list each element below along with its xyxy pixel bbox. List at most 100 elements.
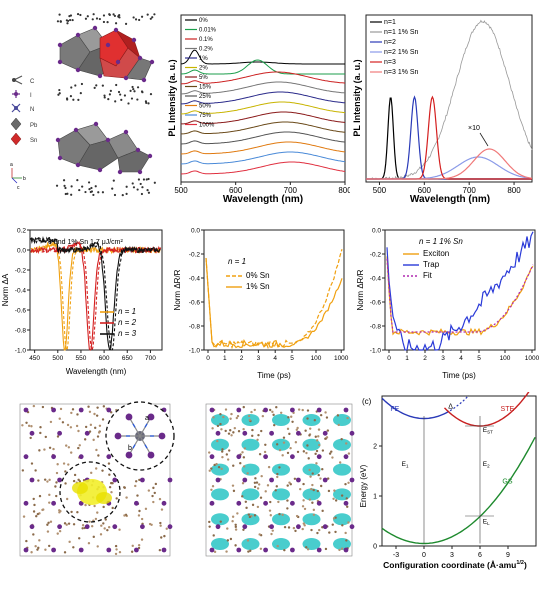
organic-atom xyxy=(140,538,144,541)
organic-atom xyxy=(251,503,255,507)
chart-annotation: 0 and 1% Sn 1.7 μJ/cm² xyxy=(48,239,124,246)
x-tick-label: 5 xyxy=(477,355,481,362)
iodine-atom xyxy=(106,407,112,413)
organic-atom xyxy=(306,417,309,420)
x-axis-label-sup: 1/2 xyxy=(516,560,524,566)
carbon-atom xyxy=(103,94,106,97)
organic-atom xyxy=(137,543,141,547)
organic-atom xyxy=(102,505,105,509)
carbon-atom xyxy=(90,186,93,190)
organic-atom xyxy=(235,416,239,420)
legend-label: n = 1 xyxy=(118,307,136,316)
e2-label-sub: 2 xyxy=(487,464,490,469)
carbon-atom xyxy=(94,185,97,188)
iodine-atom xyxy=(316,407,322,413)
y-tick-label: -0.2 xyxy=(15,268,27,275)
iodine-atom xyxy=(57,42,63,48)
x-tick-label: 1 xyxy=(223,355,227,362)
organic-atom xyxy=(251,434,254,438)
organic-atom xyxy=(264,490,267,493)
x-tick-label: 500 xyxy=(373,186,387,195)
x-tick-label: 800 xyxy=(507,186,521,195)
iodine-atom xyxy=(73,127,79,133)
iodine-atom xyxy=(322,477,328,483)
ste-curve xyxy=(444,392,530,427)
carbon-atom xyxy=(142,178,146,181)
charge-density-lobe xyxy=(302,513,321,526)
y-tick-label: -0.6 xyxy=(370,300,382,307)
carbon-atom xyxy=(76,179,79,182)
iodine-atom xyxy=(29,430,35,436)
legend-label: Trap xyxy=(423,260,440,269)
y-tick-label: -0.8 xyxy=(189,324,201,331)
carbon-atom xyxy=(136,98,139,101)
organic-atom xyxy=(289,446,292,450)
organic-atom xyxy=(281,454,284,457)
iodine-atom xyxy=(97,73,103,79)
carbon-atom xyxy=(112,179,115,182)
charge-density-lobe xyxy=(211,438,229,451)
organic-atom xyxy=(318,528,321,532)
organic-atom xyxy=(75,424,79,428)
organic-atom xyxy=(38,494,42,498)
x-tick-label: 600 xyxy=(229,186,243,195)
organic-atom xyxy=(147,489,151,492)
organic-atom xyxy=(275,443,279,446)
legend-label: 5% xyxy=(199,75,208,81)
organic-atom xyxy=(306,548,310,551)
organic-atom xyxy=(319,413,323,417)
organic-atom xyxy=(54,485,57,488)
carbon-atom xyxy=(117,15,120,18)
iodine-atom xyxy=(147,451,155,459)
carbon-atom xyxy=(64,192,67,196)
carbon-atom xyxy=(86,15,89,18)
pl-curve-5% xyxy=(181,111,346,125)
organic-atom xyxy=(287,526,291,529)
e1-label-sub: 1 xyxy=(406,464,409,469)
organic-atom xyxy=(311,483,314,487)
organic-atom xyxy=(234,523,237,526)
iodine-atom xyxy=(105,137,111,143)
organic-atom xyxy=(340,547,344,550)
charge-density-lobe xyxy=(302,463,321,476)
organic-atom xyxy=(334,499,338,502)
iodine-atom xyxy=(134,500,139,506)
organic-atom xyxy=(159,524,162,527)
organic-atom xyxy=(159,521,162,525)
organic-atom xyxy=(293,477,297,481)
y-axis-label: Norm ΔR/R xyxy=(356,269,365,310)
x-tick-label: 700 xyxy=(463,186,477,195)
x-tick-label: -3 xyxy=(393,552,399,559)
iodine-atom xyxy=(51,454,56,460)
organic-atom xyxy=(67,522,71,525)
organic-atom xyxy=(337,423,340,427)
charge-density-lobe xyxy=(211,488,229,501)
organic-atom xyxy=(114,552,118,556)
carbon-atom xyxy=(130,97,134,100)
iodine-atom xyxy=(23,500,29,506)
organic-atom xyxy=(29,436,32,440)
carbon-atom xyxy=(147,102,150,105)
fe-curve xyxy=(381,397,450,420)
organic-atom xyxy=(115,548,118,551)
organic-atom xyxy=(118,528,121,531)
organic-atom xyxy=(158,497,162,501)
organic-atom xyxy=(314,452,317,456)
organic-atom xyxy=(44,435,47,439)
iodine-atom xyxy=(84,430,90,436)
organic-atom xyxy=(231,484,235,487)
x-tick-label: 1000 xyxy=(334,355,349,362)
organic-atom xyxy=(227,432,231,435)
legend-label: 15% xyxy=(199,85,212,91)
legend-label-pb: Pb xyxy=(30,123,38,129)
organic-atom xyxy=(295,514,299,518)
organic-atom xyxy=(211,485,215,488)
iodine-atom xyxy=(269,524,274,530)
organic-atom xyxy=(291,420,294,423)
carbon-atom xyxy=(125,185,128,188)
x-tick-label: 0 xyxy=(387,355,391,362)
iodine-atom xyxy=(236,547,242,553)
organic-atom xyxy=(27,424,31,428)
fe-label: FE xyxy=(390,406,399,413)
x-tick-label: 600 xyxy=(99,355,110,362)
